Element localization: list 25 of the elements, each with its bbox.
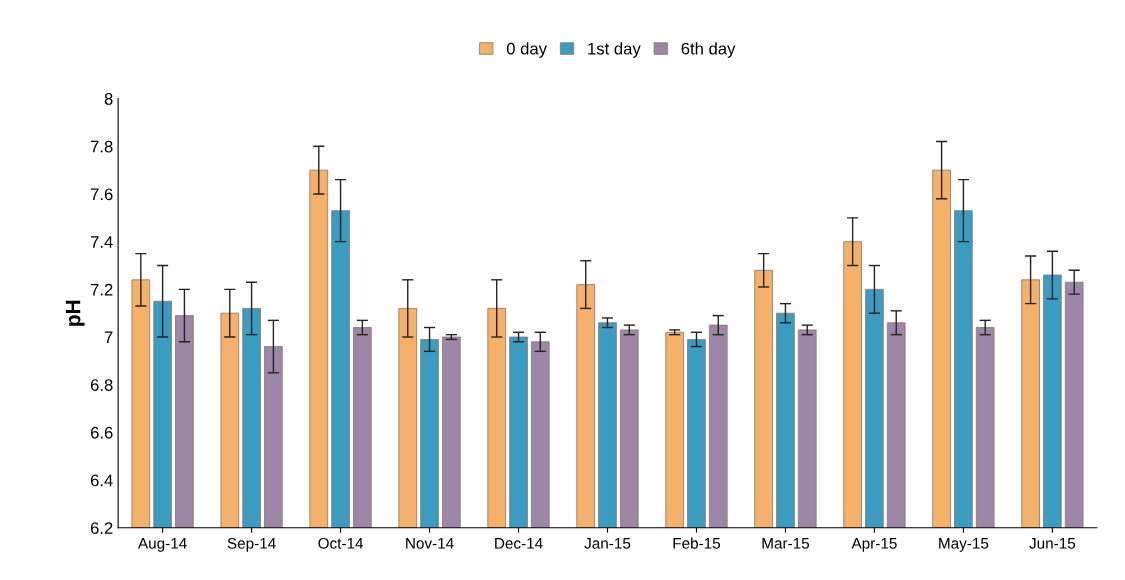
x-tick-label: Aug-14: [138, 538, 187, 552]
y-tick-label: 6.6: [90, 426, 113, 439]
x-tick-label: Oct-14: [318, 537, 364, 549]
y-tick-label: 7: [104, 331, 113, 344]
x-tick-label: Dec-14: [495, 538, 543, 549]
legend-label: 0 day: [506, 42, 547, 58]
y-tick-label: 7.4: [90, 236, 113, 248]
x-tick-label: May-15: [939, 538, 989, 552]
y-tick-label: 7.8: [90, 140, 113, 153]
y-tick-label: 7.2: [90, 283, 113, 296]
x-tick-label: Apr-15: [851, 538, 897, 552]
y-tick-label: 8: [104, 93, 113, 105]
y-tick-label: 6.8: [90, 379, 113, 391]
y-tick-label: 6.4: [90, 474, 113, 487]
legend-label: 1st day: [588, 42, 641, 58]
x-tick-label: Nov-14: [406, 538, 454, 549]
x-tick-label: Jun-15: [1029, 538, 1076, 549]
y-axis-title: pH: [65, 300, 85, 326]
y-tick-label: 7.6: [90, 188, 113, 201]
legend-label: 6th day: [681, 42, 736, 58]
x-tick-label: Jan-15: [584, 538, 631, 549]
x-tick-label: Mar-15: [762, 538, 810, 549]
x-tick-label: Sep-14: [227, 537, 276, 552]
x-tick-label: Feb-15: [673, 537, 721, 549]
y-tick-label: 6.2: [90, 522, 113, 534]
